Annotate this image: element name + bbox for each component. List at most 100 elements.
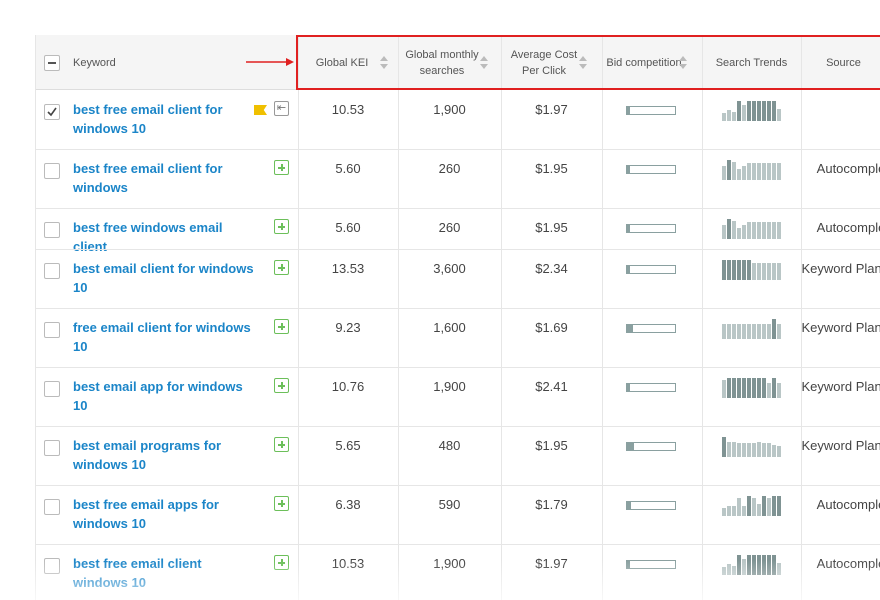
searches-cell: 260: [398, 161, 501, 176]
trend-bar: [762, 324, 766, 339]
trend-bar: [752, 498, 756, 516]
searches-cell: 260: [398, 220, 501, 235]
trend-bar: [737, 378, 741, 398]
trend-bar: [762, 222, 766, 239]
trend-bar: [722, 324, 726, 339]
source-cell: Autocomple: [801, 495, 880, 514]
trend-bar: [772, 263, 776, 280]
bid-bar: [626, 442, 676, 451]
cpc-cell: $2.34: [501, 261, 602, 276]
trend-bar: [777, 163, 781, 180]
row-checkbox[interactable]: [44, 322, 60, 338]
trend-bar: [722, 166, 726, 180]
keyword-link[interactable]: best email client for windows 10: [73, 259, 255, 297]
trend-bar: [767, 498, 771, 516]
highlight-box: [296, 35, 880, 90]
add-icon[interactable]: [274, 160, 289, 175]
trend-bar: [777, 383, 781, 398]
add-icon[interactable]: [274, 378, 289, 393]
trend-bar: [772, 101, 776, 121]
row-checkbox[interactable]: [44, 104, 60, 120]
keyword-link[interactable]: best free email client for windows 10: [73, 100, 255, 138]
bid-bar: [626, 265, 676, 274]
trend-bar: [777, 222, 781, 239]
row-divider: [36, 208, 880, 209]
keyword-link[interactable]: free email client for windows 10: [73, 318, 255, 356]
row-divider: [36, 149, 880, 150]
trend-bar: [777, 446, 781, 457]
trend-bar: [772, 378, 776, 398]
source-cell: Autocomple: [801, 159, 880, 178]
row-divider: [36, 544, 880, 545]
kei-cell: 5.65: [298, 438, 398, 453]
row-checkbox[interactable]: [44, 263, 60, 279]
row-checkbox[interactable]: [44, 440, 60, 456]
header-keyword[interactable]: Keyword: [73, 35, 116, 90]
row-divider: [36, 367, 880, 368]
select-all-checkbox[interactable]: [44, 55, 60, 71]
row-checkbox[interactable]: [44, 499, 60, 515]
add-icon[interactable]: [274, 496, 289, 511]
column-divider: [602, 35, 603, 600]
trend-bar: [727, 442, 731, 457]
trend-bar: [752, 324, 756, 339]
keyword-link[interactable]: best free windows email client: [73, 218, 255, 256]
trend-bar: [762, 378, 766, 398]
add-icon[interactable]: [274, 260, 289, 275]
trend-bar: [742, 378, 746, 398]
keyword-link[interactable]: best free email client for windows: [73, 159, 255, 197]
trend-bar: [727, 506, 731, 516]
row-checkbox[interactable]: [44, 381, 60, 397]
bid-bar: [626, 106, 676, 115]
cpc-cell: $1.97: [501, 102, 602, 117]
trend-bar: [737, 324, 741, 339]
keyword-link[interactable]: best free email apps for windows 10: [73, 495, 255, 533]
row-divider: [36, 426, 880, 427]
trend-bar: [747, 378, 751, 398]
add-icon[interactable]: [274, 319, 289, 334]
remove-icon[interactable]: ⇤: [274, 101, 289, 116]
trend-bar: [777, 496, 781, 516]
source-cell: Keyword Planner: [801, 259, 880, 278]
trend-bar: [737, 101, 741, 121]
column-divider: [501, 35, 502, 600]
kei-cell: 5.60: [298, 220, 398, 235]
trend-bar: [747, 101, 751, 121]
column-divider: [298, 35, 299, 600]
cpc-cell: $1.95: [501, 220, 602, 235]
cpc-cell: $1.69: [501, 320, 602, 335]
trend-bar: [732, 324, 736, 339]
searches-cell: 590: [398, 497, 501, 512]
bid-fill: [627, 443, 634, 450]
trend-bar: [727, 219, 731, 239]
trend-bar: [737, 260, 741, 280]
keyword-table: Keyword Global KEI Global monthly search…: [35, 35, 880, 600]
add-icon[interactable]: [274, 219, 289, 234]
trend-bar: [722, 508, 726, 516]
trend-bar: [767, 101, 771, 121]
trend-bar: [747, 163, 751, 180]
row-divider: [36, 249, 880, 250]
trend-bar: [742, 443, 746, 457]
trend-bar: [767, 324, 771, 339]
trend-bar: [772, 222, 776, 239]
source-cell: Autocomple: [801, 218, 880, 237]
keyword-link[interactable]: best email programs for windows 10: [73, 436, 255, 474]
bid-fill: [627, 266, 630, 273]
searches-cell: 1,900: [398, 379, 501, 394]
keyword-link[interactable]: best email app for windows 10: [73, 377, 255, 415]
bid-fill: [627, 325, 633, 332]
bid-fill: [627, 166, 630, 173]
bid-fill: [627, 384, 630, 391]
row-checkbox[interactable]: [44, 222, 60, 238]
bid-bar: [626, 224, 676, 233]
row-checkbox[interactable]: [44, 163, 60, 179]
trend-bar: [757, 378, 761, 398]
trend-bar: [722, 225, 726, 239]
trend-bar: [757, 263, 761, 280]
cpc-cell: $1.95: [501, 438, 602, 453]
searches-cell: 480: [398, 438, 501, 453]
add-icon[interactable]: [274, 437, 289, 452]
trend-bar: [722, 260, 726, 280]
source-cell: Keyword Planner: [801, 377, 880, 396]
